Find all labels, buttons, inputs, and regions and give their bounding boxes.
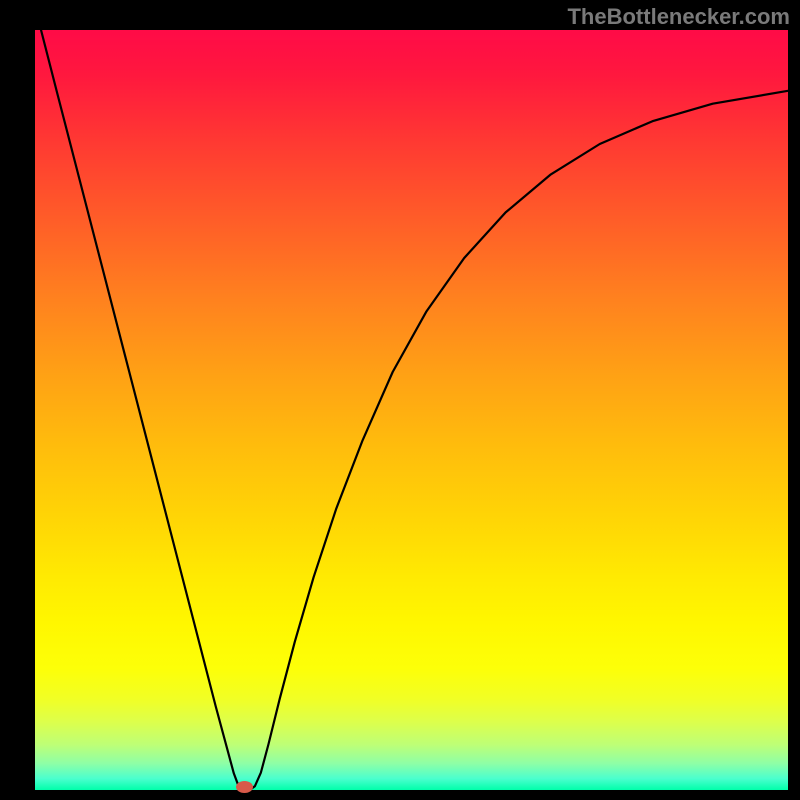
chart-container: TheBottlenecker.com xyxy=(0,0,800,800)
plot-area xyxy=(35,30,788,790)
curve-svg xyxy=(35,30,788,790)
minimum-marker xyxy=(236,781,253,793)
watermark-text: TheBottlenecker.com xyxy=(567,4,790,30)
bottleneck-curve xyxy=(41,30,788,790)
